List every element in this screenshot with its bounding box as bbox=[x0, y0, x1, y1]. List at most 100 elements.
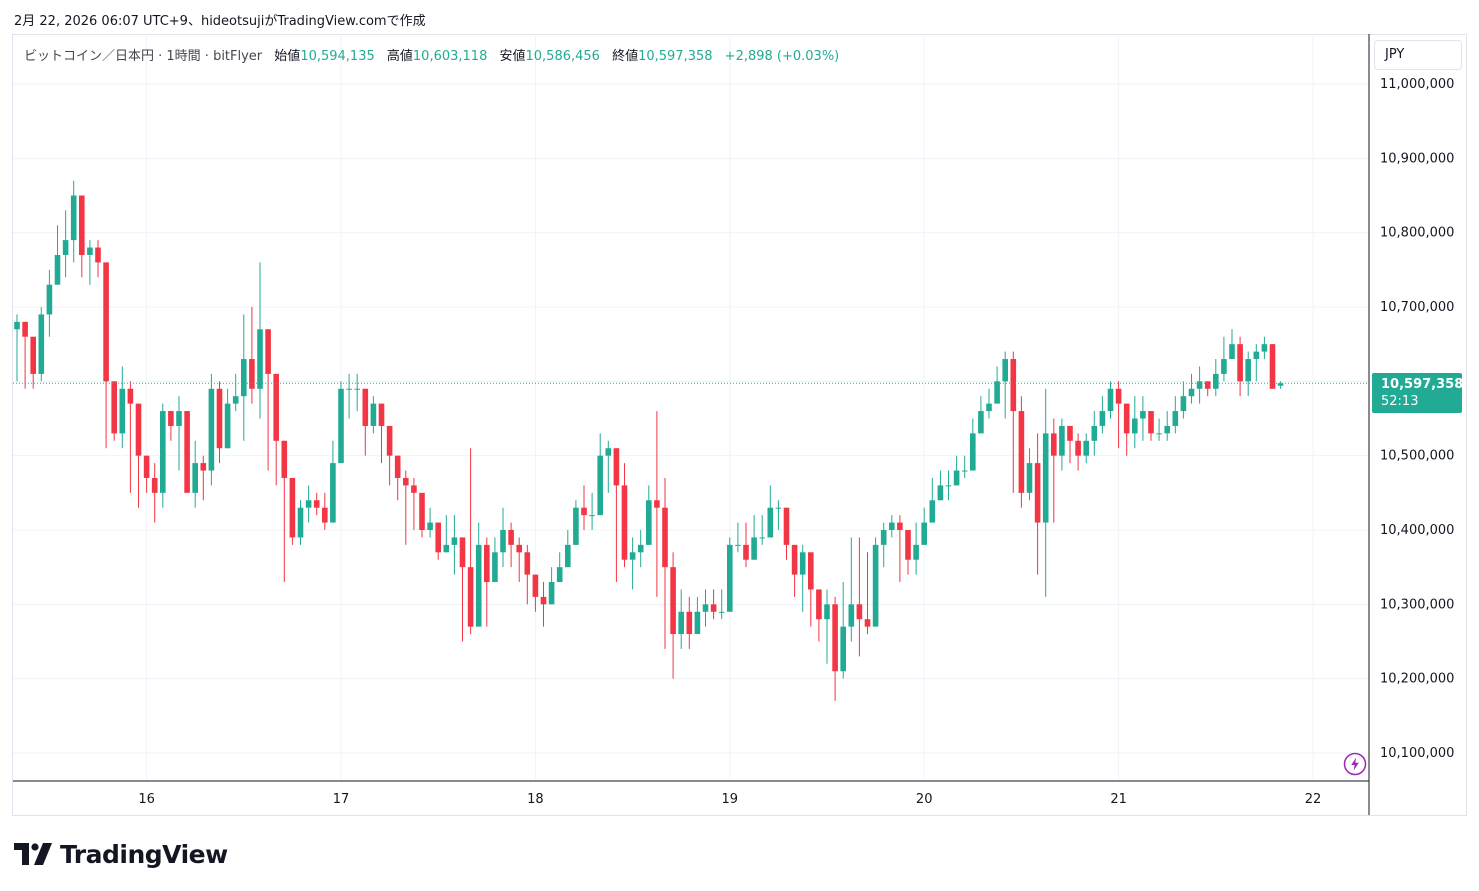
candle-down bbox=[322, 492, 328, 530]
candle-body bbox=[1034, 463, 1041, 523]
candle-up bbox=[330, 440, 336, 523]
candle-up bbox=[54, 225, 61, 285]
candle-down bbox=[216, 381, 223, 464]
candle-body bbox=[702, 604, 709, 612]
candle-down bbox=[362, 388, 369, 456]
candle-down bbox=[791, 544, 798, 597]
candle-body bbox=[694, 611, 701, 635]
candle-body bbox=[540, 596, 547, 605]
legend-change: +2,898 (+0.03%) bbox=[724, 49, 840, 64]
candle-down bbox=[289, 477, 296, 545]
candle-body bbox=[1204, 381, 1211, 389]
candle-down bbox=[103, 262, 109, 449]
candle-body bbox=[986, 403, 992, 412]
candle-down bbox=[386, 425, 393, 486]
candle-up bbox=[451, 515, 458, 575]
time-tick-label: 19 bbox=[722, 792, 739, 807]
candle-body bbox=[38, 314, 45, 374]
candle-body bbox=[160, 411, 166, 493]
candle-down bbox=[1067, 425, 1073, 464]
candle-body bbox=[111, 381, 117, 434]
price-tick-label: 10,900,000 bbox=[1380, 151, 1454, 166]
candle-down bbox=[1034, 433, 1041, 575]
candle-body bbox=[403, 477, 409, 486]
legend-low-label: 安値 bbox=[499, 49, 526, 64]
candle-up bbox=[257, 262, 263, 419]
candle-up bbox=[354, 373, 360, 412]
candle-down bbox=[168, 411, 174, 441]
candle-up bbox=[629, 537, 636, 590]
candle-body bbox=[46, 284, 53, 315]
candle-up bbox=[921, 507, 927, 545]
candle-down bbox=[419, 492, 425, 538]
candle-up bbox=[937, 470, 944, 501]
candle-body bbox=[484, 544, 490, 583]
candle-body bbox=[840, 626, 846, 672]
candle-down bbox=[864, 552, 871, 635]
last-price-label: 10,597,358 52:13 bbox=[1372, 373, 1463, 413]
candle-body bbox=[1083, 440, 1089, 456]
candle-body bbox=[508, 530, 514, 545]
candle-up bbox=[751, 515, 757, 560]
candle-body bbox=[1132, 418, 1138, 434]
candle-body bbox=[1245, 359, 1251, 382]
price-tick-label: 10,200,000 bbox=[1380, 672, 1454, 687]
tradingview-logo[interactable]: TradingView bbox=[14, 838, 228, 870]
time-tick-label: 18 bbox=[527, 792, 544, 807]
candle-body bbox=[848, 604, 855, 627]
candle-up bbox=[597, 433, 603, 516]
candle-down bbox=[1237, 336, 1243, 397]
candle-body bbox=[22, 321, 28, 337]
time-tick-label: 17 bbox=[333, 792, 350, 807]
candle-body bbox=[1188, 388, 1195, 397]
candle-up bbox=[305, 485, 312, 523]
price-tick-label: 10,100,000 bbox=[1380, 746, 1454, 761]
candle-up bbox=[192, 440, 198, 508]
candle-body bbox=[872, 544, 879, 627]
candle-body bbox=[151, 477, 158, 493]
candle-up bbox=[38, 307, 45, 382]
candle-up bbox=[224, 388, 231, 449]
candle-body bbox=[775, 507, 782, 509]
candle-up bbox=[913, 522, 919, 575]
candle-up bbox=[605, 440, 612, 493]
candle-up bbox=[87, 240, 93, 285]
candle-body bbox=[970, 433, 976, 471]
candle-down bbox=[143, 455, 150, 493]
candle-body bbox=[435, 522, 441, 553]
candle-up bbox=[1140, 396, 1146, 441]
candle-body bbox=[257, 329, 263, 389]
candle-up bbox=[1002, 351, 1008, 419]
candle-down bbox=[581, 485, 587, 530]
candle-up bbox=[735, 522, 741, 553]
candle-body bbox=[322, 507, 328, 523]
candle-down bbox=[1204, 381, 1211, 397]
candle-body bbox=[411, 485, 417, 493]
candle-up bbox=[848, 537, 855, 642]
candle-body bbox=[30, 336, 36, 374]
candle-down bbox=[508, 522, 514, 568]
candle-body bbox=[589, 515, 595, 517]
lightning-icon[interactable] bbox=[1343, 752, 1367, 776]
candle-down bbox=[524, 544, 531, 605]
candle-body bbox=[670, 567, 676, 635]
candle-up bbox=[702, 589, 709, 627]
candle-body bbox=[1018, 411, 1025, 493]
candle-down bbox=[613, 448, 620, 583]
candle-body bbox=[1156, 433, 1162, 435]
candle-up bbox=[160, 403, 166, 508]
candle-up bbox=[953, 455, 960, 486]
candle-body bbox=[1051, 433, 1057, 456]
candle-down bbox=[1269, 344, 1276, 389]
candle-up bbox=[767, 485, 774, 538]
candle-body bbox=[297, 507, 304, 538]
candle-body bbox=[767, 507, 774, 538]
candle-up bbox=[840, 582, 846, 679]
candle-body bbox=[87, 247, 93, 255]
candle-body bbox=[1075, 440, 1081, 456]
price-tick-label: 11,000,000 bbox=[1380, 77, 1454, 92]
candle-body bbox=[646, 500, 652, 545]
logo-text: TradingView bbox=[60, 839, 228, 869]
currency-button[interactable]: JPY bbox=[1374, 40, 1462, 70]
